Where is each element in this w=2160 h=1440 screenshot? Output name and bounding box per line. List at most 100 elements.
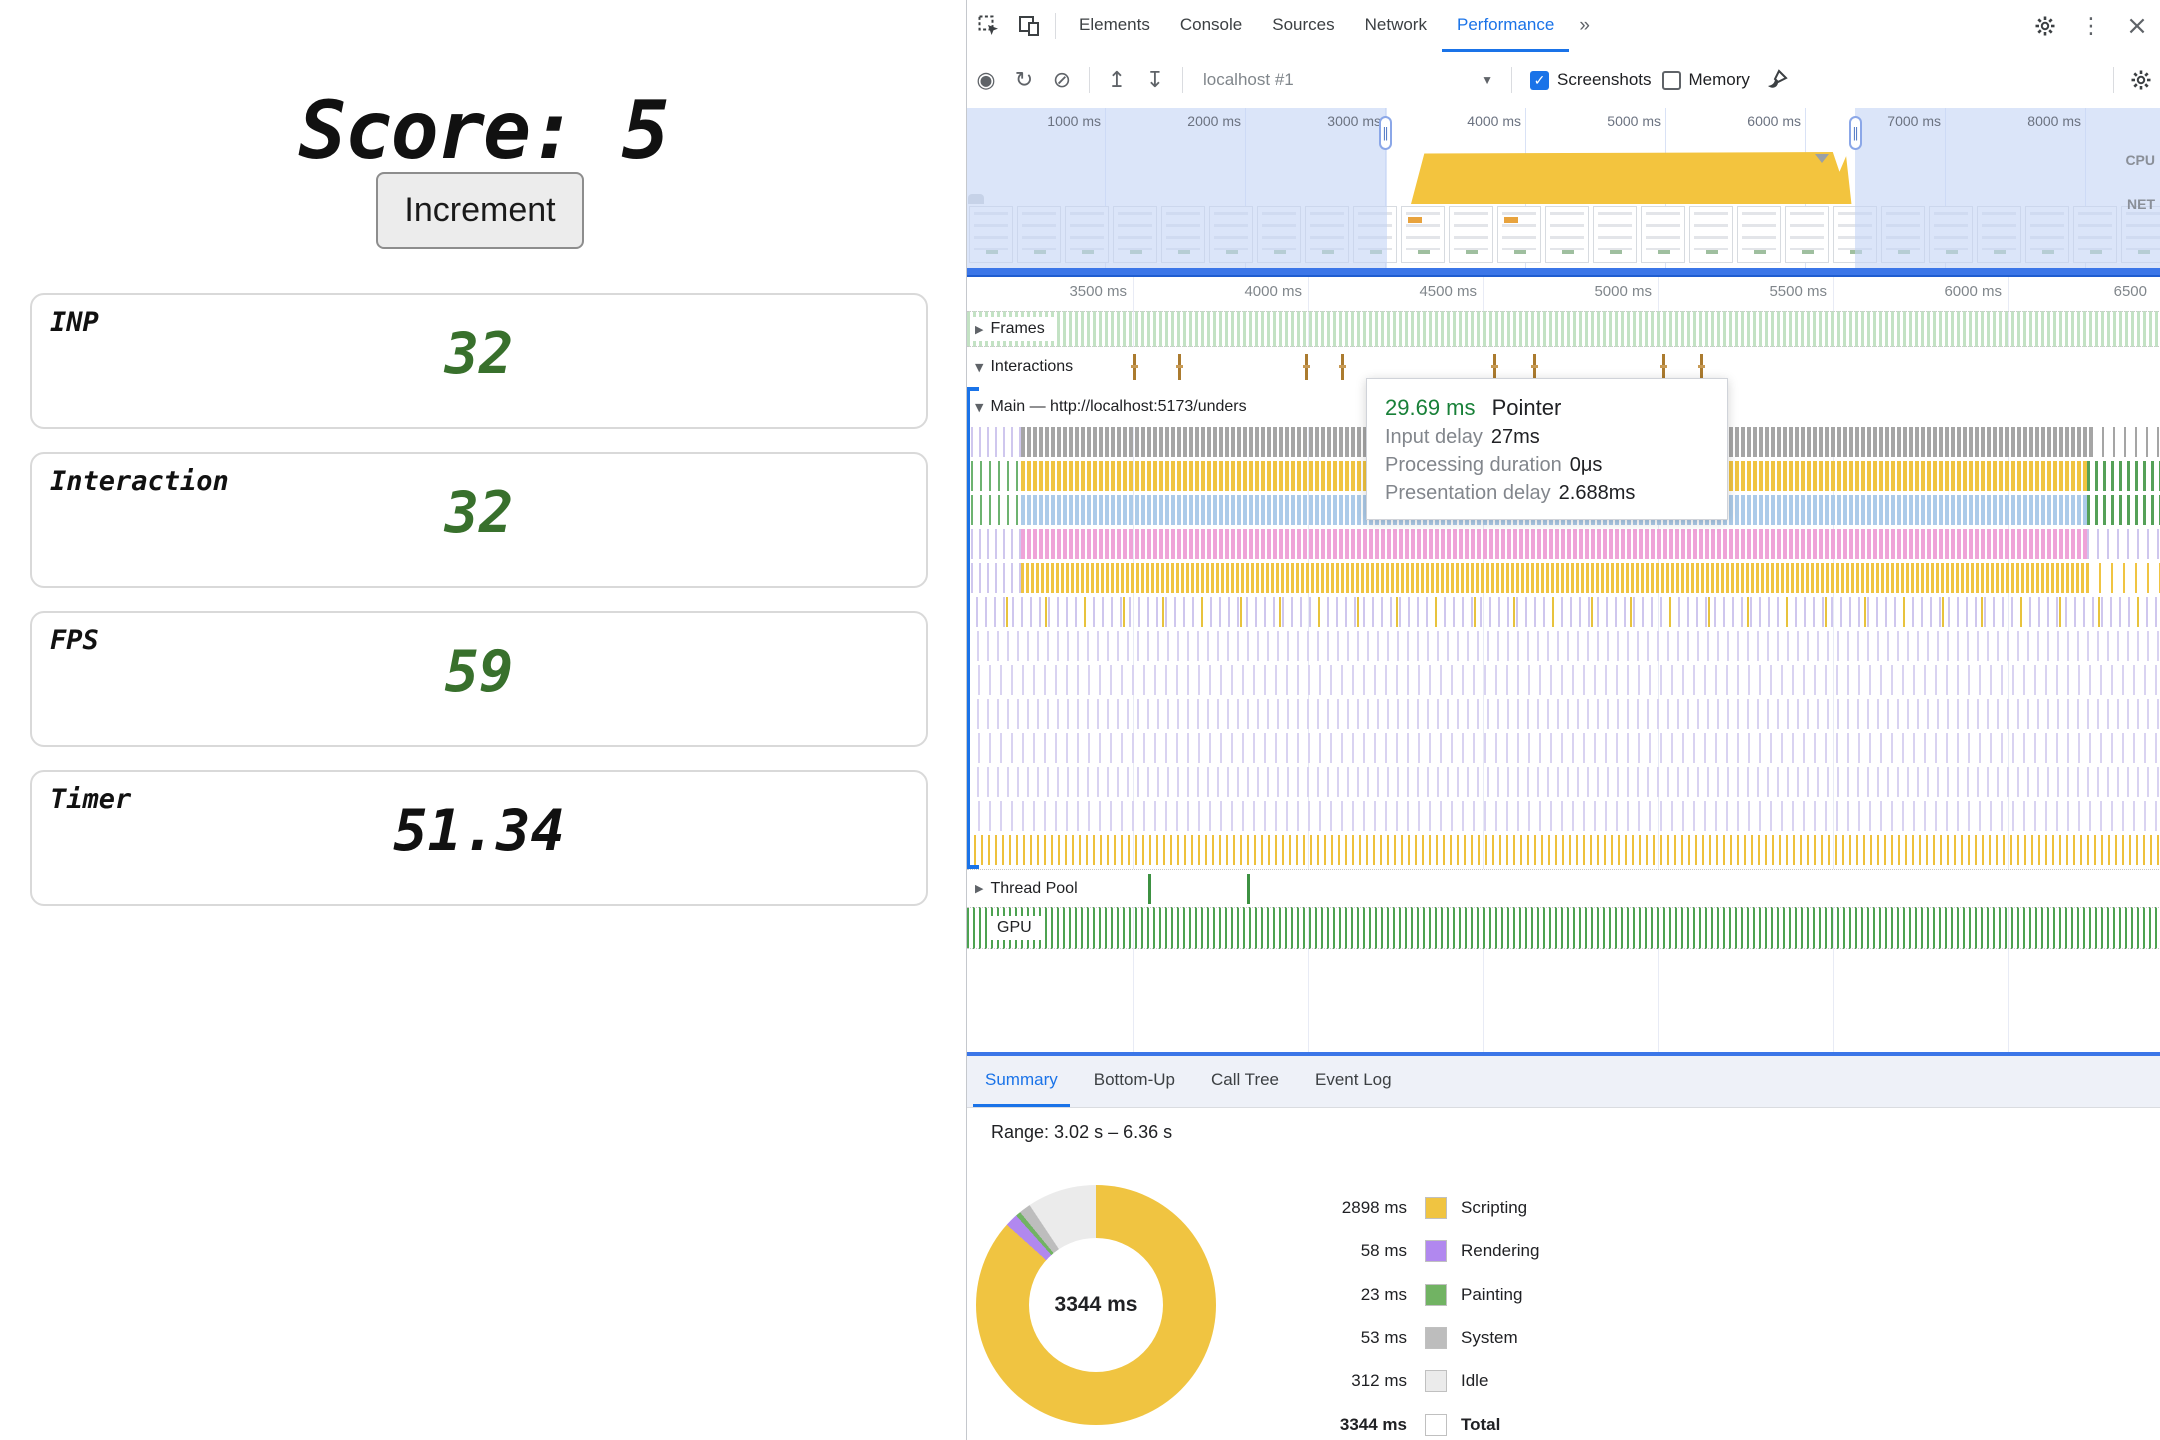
- screenshots-label: Screenshots: [1557, 70, 1652, 89]
- thread-pool-track[interactable]: ▶ Thread Pool: [967, 869, 2160, 907]
- tooltip-row-value: 27ms: [1490, 426, 1540, 448]
- tab-network[interactable]: Network: [1364, 14, 1427, 34]
- metric-card-timer: Timer 51.34: [30, 770, 928, 906]
- screenshots-checkbox[interactable]: ✓: [1530, 70, 1549, 90]
- overview-tick-label: 8000 ms: [2027, 113, 2081, 129]
- metric-card-inp: INP 32: [30, 293, 928, 429]
- download-profile-icon[interactable]: ↧: [1145, 67, 1165, 93]
- more-tabs-icon[interactable]: »: [1579, 15, 1590, 36]
- interaction-marker[interactable]: [1698, 354, 1705, 380]
- close-icon[interactable]: ×: [2126, 11, 2148, 41]
- filmstrip-screenshot[interactable]: [1641, 206, 1685, 263]
- bottom-pane-splitter[interactable]: [967, 1052, 2160, 1056]
- overview-dim-right: [1855, 108, 2160, 268]
- interaction-marker[interactable]: [1531, 354, 1538, 380]
- filmstrip-screenshot[interactable]: [1449, 206, 1493, 263]
- memory-checkbox[interactable]: [1661, 70, 1681, 90]
- gpu-track-label: GPU: [987, 916, 1042, 940]
- flamechart-row: [967, 801, 2160, 831]
- interaction-marker[interactable]: [1176, 354, 1183, 380]
- tab-sources[interactable]: Sources: [1272, 14, 1335, 34]
- overview-tick-label: 2000 ms: [1187, 113, 1241, 129]
- tab-elements[interactable]: Elements: [1079, 14, 1150, 34]
- settings-gear-icon[interactable]: [2027, 8, 2063, 44]
- tab-bottom-up[interactable]: Bottom-Up: [1093, 1070, 1175, 1089]
- interaction-marker[interactable]: [1491, 354, 1498, 380]
- window-left-handle[interactable]: ‖: [1379, 116, 1392, 150]
- thread-pool-task-marker[interactable]: [1148, 874, 1151, 904]
- flamechart-events: [967, 631, 2160, 661]
- timeline-overview[interactable]: CPU NET ‖ ‖ 1000 ms 2000 ms 3000 ms 4000 ms…: [967, 108, 2160, 268]
- increment-button[interactable]: Increment: [376, 172, 584, 249]
- kebab-menu-icon[interactable]: ⋮: [2080, 13, 2102, 39]
- record-icon[interactable]: ◉: [976, 67, 996, 93]
- timeline-tick-label: 3500 ms: [1069, 283, 1127, 300]
- legend-value: 312 ms: [1351, 1371, 1407, 1391]
- clear-recording-icon[interactable]: ⊘: [1052, 67, 1072, 93]
- main-thread-track-header[interactable]: ▼ Main — http://localhost:5173/unders: [970, 395, 1257, 419]
- memory-label: Memory: [1688, 70, 1750, 89]
- filmstrip-screenshot[interactable]: [1785, 206, 1829, 263]
- summary-range: Range: 3.02 s – 6.36 s: [991, 1122, 1173, 1142]
- filmstrip-screenshot[interactable]: [1545, 206, 1589, 263]
- tooltip-row-label: Processing duration: [1385, 454, 1562, 476]
- capture-settings-gear-icon[interactable]: [2122, 61, 2160, 99]
- thread-pool-track-header[interactable]: ▶ Thread Pool: [970, 876, 1088, 901]
- interaction-marker[interactable]: [1303, 354, 1310, 380]
- interaction-marker[interactable]: [1131, 354, 1138, 380]
- tab-console[interactable]: Console: [1179, 14, 1243, 34]
- filmstrip-screenshot[interactable]: [1497, 206, 1541, 263]
- metric-value: 32: [444, 480, 514, 546]
- chevron-down-icon: ▼: [1481, 73, 1493, 87]
- interaction-marker[interactable]: [1660, 354, 1667, 380]
- legend-row: 53 ms System: [1267, 1321, 1687, 1355]
- tooltip-duration: 29.69 ms: [1385, 395, 1476, 420]
- flamechart-events: [967, 597, 2160, 627]
- legend-value: 53 ms: [1360, 1327, 1407, 1347]
- devtools-tabbar: Elements Console Sources Network Perform…: [967, 0, 2160, 52]
- upload-profile-icon[interactable]: ↥: [1107, 67, 1127, 93]
- bottom-tabbar: Summary Bottom-Up Call Tree Event Log: [967, 1056, 2160, 1108]
- interactions-track-header[interactable]: ▼ Interactions: [970, 355, 1084, 379]
- filmstrip-screenshot[interactable]: [1593, 206, 1637, 263]
- filmstrip-screenshot[interactable]: [1401, 206, 1445, 263]
- tab-call-tree[interactable]: Call Tree: [1210, 1070, 1280, 1089]
- tab-performance[interactable]: Performance: [1441, 0, 1570, 52]
- flamechart-events: [1021, 529, 2087, 559]
- flame-chart-timeline[interactable]: 3500 ms 4000 ms 4500 ms 5000 ms 5500 ms 6000 …: [967, 277, 2160, 1052]
- network-activity-bar[interactable]: [967, 268, 2160, 277]
- thread-pool-task-marker[interactable]: [1247, 874, 1250, 904]
- device-toolbar-icon[interactable]: [1011, 8, 1047, 44]
- overview-dim-left: [967, 108, 1387, 268]
- filmstrip-screenshot[interactable]: [1737, 206, 1781, 263]
- filmstrip-screenshot[interactable]: [1689, 206, 1733, 263]
- legend-label: Painting: [1461, 1284, 1523, 1304]
- summary-pane: Range: 3.02 s – 6.36 s 3344 ms 2898 ms Sc…: [967, 1108, 2160, 1440]
- app-under-test: Score: 5 Increment INP 32 Interaction 32…: [0, 0, 966, 1440]
- profile-select[interactable]: localhost #1 ▼: [1191, 70, 1503, 90]
- divider: [1055, 13, 1056, 39]
- collapsed-triangle-icon: ▶: [975, 322, 984, 336]
- cpu-row-label: CPU: [2125, 152, 2155, 168]
- overview-tick-label: 9000 ms: [2111, 113, 2160, 135]
- metric-value: 59: [444, 639, 514, 705]
- inspect-element-icon[interactable]: [971, 8, 1007, 44]
- gc-brush-icon[interactable]: [1758, 61, 1796, 99]
- legend-label: Total: [1461, 1414, 1501, 1434]
- reload-and-record-icon[interactable]: ↻: [1014, 67, 1034, 93]
- flamechart-row: [967, 597, 2160, 627]
- frames-track[interactable]: ▶ Frames: [967, 311, 2160, 347]
- timeline-tick-label: 5500 ms: [1769, 283, 1827, 300]
- tab-event-log[interactable]: Event Log: [1315, 1070, 1392, 1089]
- collapsed-triangle-icon: ▶: [975, 882, 984, 895]
- gpu-track[interactable]: GPU: [967, 907, 2160, 949]
- tab-summary[interactable]: Summary: [973, 1056, 1070, 1107]
- flamechart-events: [2087, 529, 2160, 559]
- window-right-handle[interactable]: ‖: [1849, 116, 1862, 150]
- interaction-marker[interactable]: [1339, 354, 1346, 380]
- flamechart-events: [967, 699, 2160, 729]
- frames-track-header[interactable]: ▶ Frames: [970, 317, 1055, 341]
- net-row-label: NET: [2127, 196, 2155, 212]
- flamechart-events: [971, 529, 1021, 559]
